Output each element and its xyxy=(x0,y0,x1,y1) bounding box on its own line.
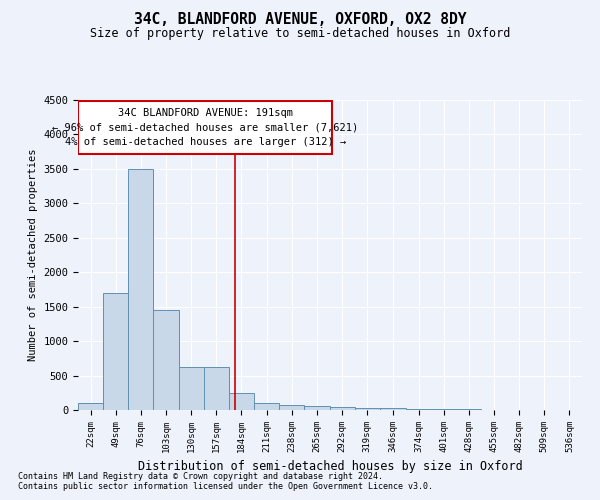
Bar xyxy=(154,310,179,410)
X-axis label: Distribution of semi-detached houses by size in Oxford: Distribution of semi-detached houses by … xyxy=(137,460,523,473)
Bar xyxy=(103,293,128,410)
Bar xyxy=(229,393,254,410)
Bar xyxy=(355,408,380,410)
Text: 34C BLANDFORD AVENUE: 191sqm: 34C BLANDFORD AVENUE: 191sqm xyxy=(118,108,293,118)
Bar xyxy=(380,408,406,410)
Bar xyxy=(204,368,229,410)
Bar xyxy=(304,406,329,410)
Bar xyxy=(329,407,355,410)
Text: ← 96% of semi-detached houses are smaller (7,621): ← 96% of semi-detached houses are smalle… xyxy=(52,122,358,132)
Bar xyxy=(279,405,304,410)
Bar xyxy=(254,403,279,410)
Text: 4% of semi-detached houses are larger (312) →: 4% of semi-detached houses are larger (3… xyxy=(65,137,346,147)
Bar xyxy=(128,169,154,410)
Bar xyxy=(179,368,204,410)
Bar xyxy=(78,403,103,410)
Text: Contains HM Land Registry data © Crown copyright and database right 2024.: Contains HM Land Registry data © Crown c… xyxy=(18,472,383,481)
Bar xyxy=(406,409,431,410)
Y-axis label: Number of semi-detached properties: Number of semi-detached properties xyxy=(28,149,38,361)
Bar xyxy=(78,100,332,154)
Text: Size of property relative to semi-detached houses in Oxford: Size of property relative to semi-detach… xyxy=(90,28,510,40)
Text: 34C, BLANDFORD AVENUE, OXFORD, OX2 8DY: 34C, BLANDFORD AVENUE, OXFORD, OX2 8DY xyxy=(134,12,466,28)
Text: Contains public sector information licensed under the Open Government Licence v3: Contains public sector information licen… xyxy=(18,482,433,491)
